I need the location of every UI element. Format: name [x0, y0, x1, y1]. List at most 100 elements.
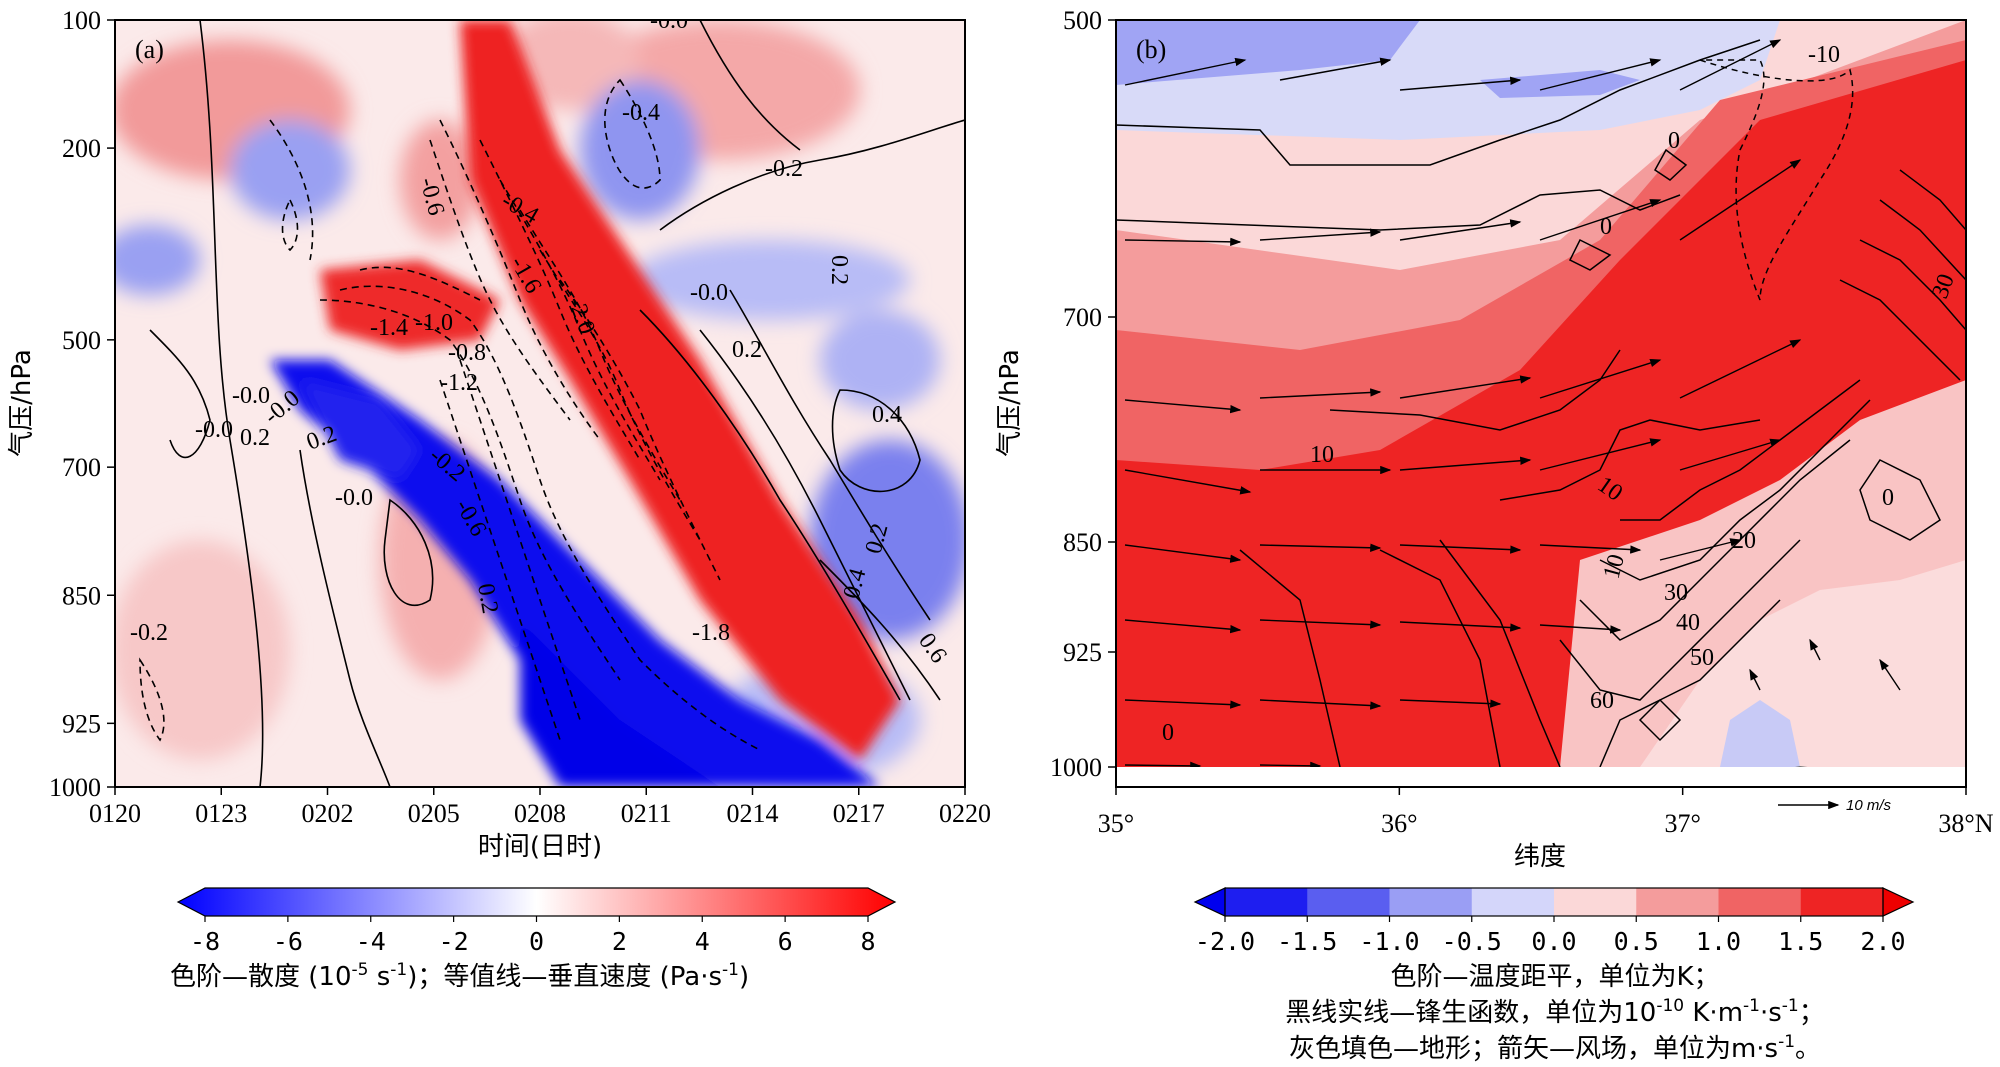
colorbar-tick-label: 2.0	[1860, 927, 1905, 956]
x-tick-label: 0123	[195, 799, 247, 828]
colorbar-cell	[1554, 888, 1637, 916]
caption-part: 黑线实线—锋生函数，单位为10	[1285, 998, 1656, 1028]
colorbar-tick-label: -4	[356, 927, 386, 956]
colorbar-tick-label: 4	[695, 927, 710, 956]
y-tick-label: 850	[1063, 528, 1102, 557]
y-tick-label: 1000	[49, 773, 101, 802]
caption-part: -1	[722, 960, 739, 980]
caption-part: -5	[352, 960, 369, 980]
colorbar-a-ticks: -8 -6 -4 -2 0 2 4 6 8	[190, 916, 876, 956]
contour-label: -0.0	[335, 485, 373, 511]
caption-part: ；	[1799, 998, 1825, 1028]
contour-label: -0.0	[690, 280, 728, 306]
y-tick-label: 850	[62, 581, 101, 610]
caption-part: ·s	[1760, 998, 1782, 1028]
colorbar-tick-label: -2.0	[1195, 927, 1255, 956]
y-tick-label: 700	[62, 453, 101, 482]
colorbar-cell	[1718, 888, 1802, 916]
x-tick-label: 35°	[1098, 809, 1134, 838]
contour-label: -10	[1808, 42, 1840, 68]
panel-a-contours	[149, 20, 965, 787]
wind-reference-label: 10 m/s	[1846, 797, 1892, 814]
panel-b-label: (b)	[1136, 35, 1166, 64]
caption-part: -10	[1656, 996, 1684, 1016]
x-tick-label: 37°	[1664, 809, 1700, 838]
contour-label: 50	[1690, 645, 1714, 671]
panel-b-temperature-field: -10 0 0 10 10 20 10 30 40 50 60 0 0 30	[1116, 20, 1966, 767]
colorbar-b-caption-line2: 黑线实线—锋生函数，单位为10-10 K·m-1·s-1；	[1285, 996, 1825, 1028]
colorbar-b-bar	[1193, 887, 1915, 917]
caption-part: K·m	[1684, 998, 1743, 1028]
x-tick-label: 0208	[514, 799, 566, 828]
y-tick-label: 500	[1063, 6, 1102, 35]
colorbar-a: -8 -6 -4 -2 0 2 4 6 8 色阶—散度 (10-5 s-1)；等值线—垂直速度 …	[170, 887, 897, 992]
contour-label: -0.2	[130, 620, 168, 646]
panel-b-y-axis-title: 气压/hPa	[995, 349, 1025, 457]
colorbar-tick-label: 1.0	[1696, 927, 1741, 956]
colorbar-tick-label: -6	[273, 927, 303, 956]
panel-a-divergence-field: -0.0 -0.4 -0.2 -0.6 0.2 -0.4 -1.6 -2.0 -…	[115, 8, 965, 787]
panel-b-frame	[1115, 19, 1967, 788]
x-tick-label: 0220	[939, 799, 991, 828]
contour-label: -0.0	[650, 8, 688, 34]
x-tick-label: 0205	[408, 799, 460, 828]
colorbar-cell	[1471, 888, 1555, 916]
caption-part: )	[739, 962, 749, 992]
x-tick-label: 0214	[727, 799, 779, 828]
y-tick-label: 200	[62, 134, 101, 163]
contour-label: -1.2	[440, 370, 478, 396]
panel-a-contour-labels: -0.0 -0.4 -0.2 -0.6 0.2 -0.4 -1.6 -2.0 -…	[130, 8, 952, 668]
contour-label: 0	[1162, 720, 1174, 746]
colorbar-tick-label: -2	[439, 927, 469, 956]
caption-part: 灰色填色—地形；箭矢—风场，单位为m·s	[1289, 1034, 1778, 1064]
contour-label: -0.0	[195, 417, 233, 443]
colorbar-cell	[1307, 888, 1390, 916]
colorbar-b-ticks: -2.0 -1.5 -1.0 -0.5 0.0 0.5 1.0 1.5 2.0	[1195, 916, 1906, 956]
panel-a-x-axis: 0120 0123 0202 0205 0208 0211 0214 0217 0220	[89, 787, 991, 828]
x-tick-label: 0217	[833, 799, 885, 828]
colorbar-b-caption-line3: 灰色填色—地形；箭矢—风场，单位为m·s-1。	[1289, 1032, 1821, 1064]
panel-a-dashed-contours	[139, 78, 761, 751]
x-tick-label: 0211	[621, 799, 672, 828]
panel-b: -10 0 0 10 10 20 10 30 40 50 60 0 0 30 (…	[995, 6, 1994, 872]
panel-b-x-axis-title: 纬度	[1514, 842, 1566, 872]
colorbar-tick-label: -8	[190, 927, 220, 956]
colorbar-tick-label: 2	[612, 927, 627, 956]
colorbar-b-caption-line1: 色阶—温度距平，单位为K；	[1390, 962, 1719, 992]
caption-part: -1	[1782, 996, 1799, 1016]
contour-label: 0.2	[472, 582, 503, 616]
colorbar-tick-label: -1.5	[1277, 927, 1337, 956]
colorbar-tick-label: 6	[778, 927, 793, 956]
panel-b-y-axis: 500 700 850 925 1000	[1050, 6, 1116, 782]
caption-part: -1	[1743, 996, 1760, 1016]
contour-label: -1.8	[692, 620, 730, 646]
contour-label: 10	[1310, 442, 1334, 468]
contour-label: 0	[1882, 485, 1894, 511]
contour-label: 0.2	[240, 425, 270, 451]
contour-label: -0.8	[448, 340, 486, 366]
y-tick-label: 1000	[1050, 753, 1102, 782]
colorbar-extend-high	[1882, 887, 1915, 917]
x-tick-label: 0120	[89, 799, 141, 828]
caption-part: 色阶—散度 (10	[170, 962, 352, 992]
x-tick-label: 36°	[1381, 809, 1417, 838]
x-tick-label: 0202	[302, 799, 354, 828]
contour-label: 60	[1590, 688, 1614, 714]
contour-label: 30	[1664, 580, 1688, 606]
colorbar-tick-label: 8	[860, 927, 875, 956]
contour-label: -1.0	[415, 310, 453, 336]
colorbar-tick-label: -0.5	[1442, 927, 1502, 956]
colorbar-a-caption: 色阶—散度 (10-5 s-1)；等值线—垂直速度 (Pa·s-1)	[170, 960, 749, 992]
caption-part: s	[368, 962, 390, 992]
contour-label: -0.4	[622, 100, 660, 126]
colorbar-cell	[1636, 888, 1719, 916]
caption-part: -1	[1778, 1032, 1795, 1052]
colorbar-cell	[1225, 888, 1308, 916]
colorbar-b: -2.0 -1.5 -1.0 -0.5 0.0 0.5 1.0 1.5 2.0 色阶—温度距平，…	[1193, 887, 1915, 1064]
contour-label: 20	[1732, 528, 1756, 554]
panel-a: -0.0 -0.4 -0.2 -0.6 0.2 -0.4 -1.6 -2.0 -…	[7, 6, 991, 862]
colorbar-tick-label: 0	[529, 927, 544, 956]
colorbar-tick-label: 1.5	[1778, 927, 1823, 956]
y-tick-label: 700	[1063, 303, 1102, 332]
